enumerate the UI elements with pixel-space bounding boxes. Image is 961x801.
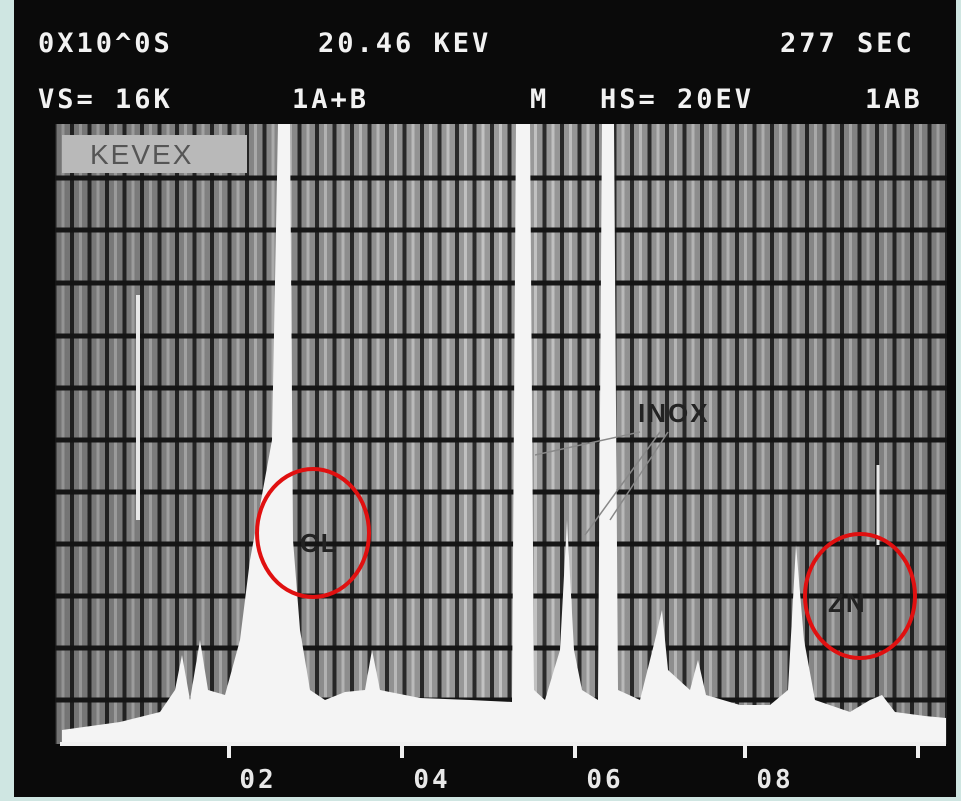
x-tick-label: 08: [756, 765, 793, 795]
header-text: VS= 16K: [38, 84, 173, 115]
header-text: M: [530, 84, 549, 115]
x-tick-label: 04: [413, 765, 450, 795]
header-text: 1A+B: [292, 84, 369, 115]
header-text: 20.46 KEV: [318, 28, 491, 59]
header-text: 1AB: [865, 84, 923, 115]
x-tick-label: 06: [586, 765, 623, 795]
annotation: INOX: [638, 398, 710, 428]
page: KEVEX 0X10^0S 20.46 KEV 277 SEC VS= 16K …: [0, 0, 961, 801]
header-text: HS= 20EV: [600, 84, 754, 115]
brand: KEVEX: [90, 139, 193, 170]
annotation: CL: [300, 528, 339, 558]
x-tick-label: 02: [239, 765, 276, 795]
plot-shade: [55, 124, 947, 744]
header-text: 277 SEC: [780, 28, 915, 59]
header-text: 0X10^0S: [38, 28, 173, 59]
annotation: ZN: [828, 588, 867, 618]
spectrum-screen: KEVEX 0X10^0S 20.46 KEV 277 SEC VS= 16K …: [0, 0, 961, 801]
